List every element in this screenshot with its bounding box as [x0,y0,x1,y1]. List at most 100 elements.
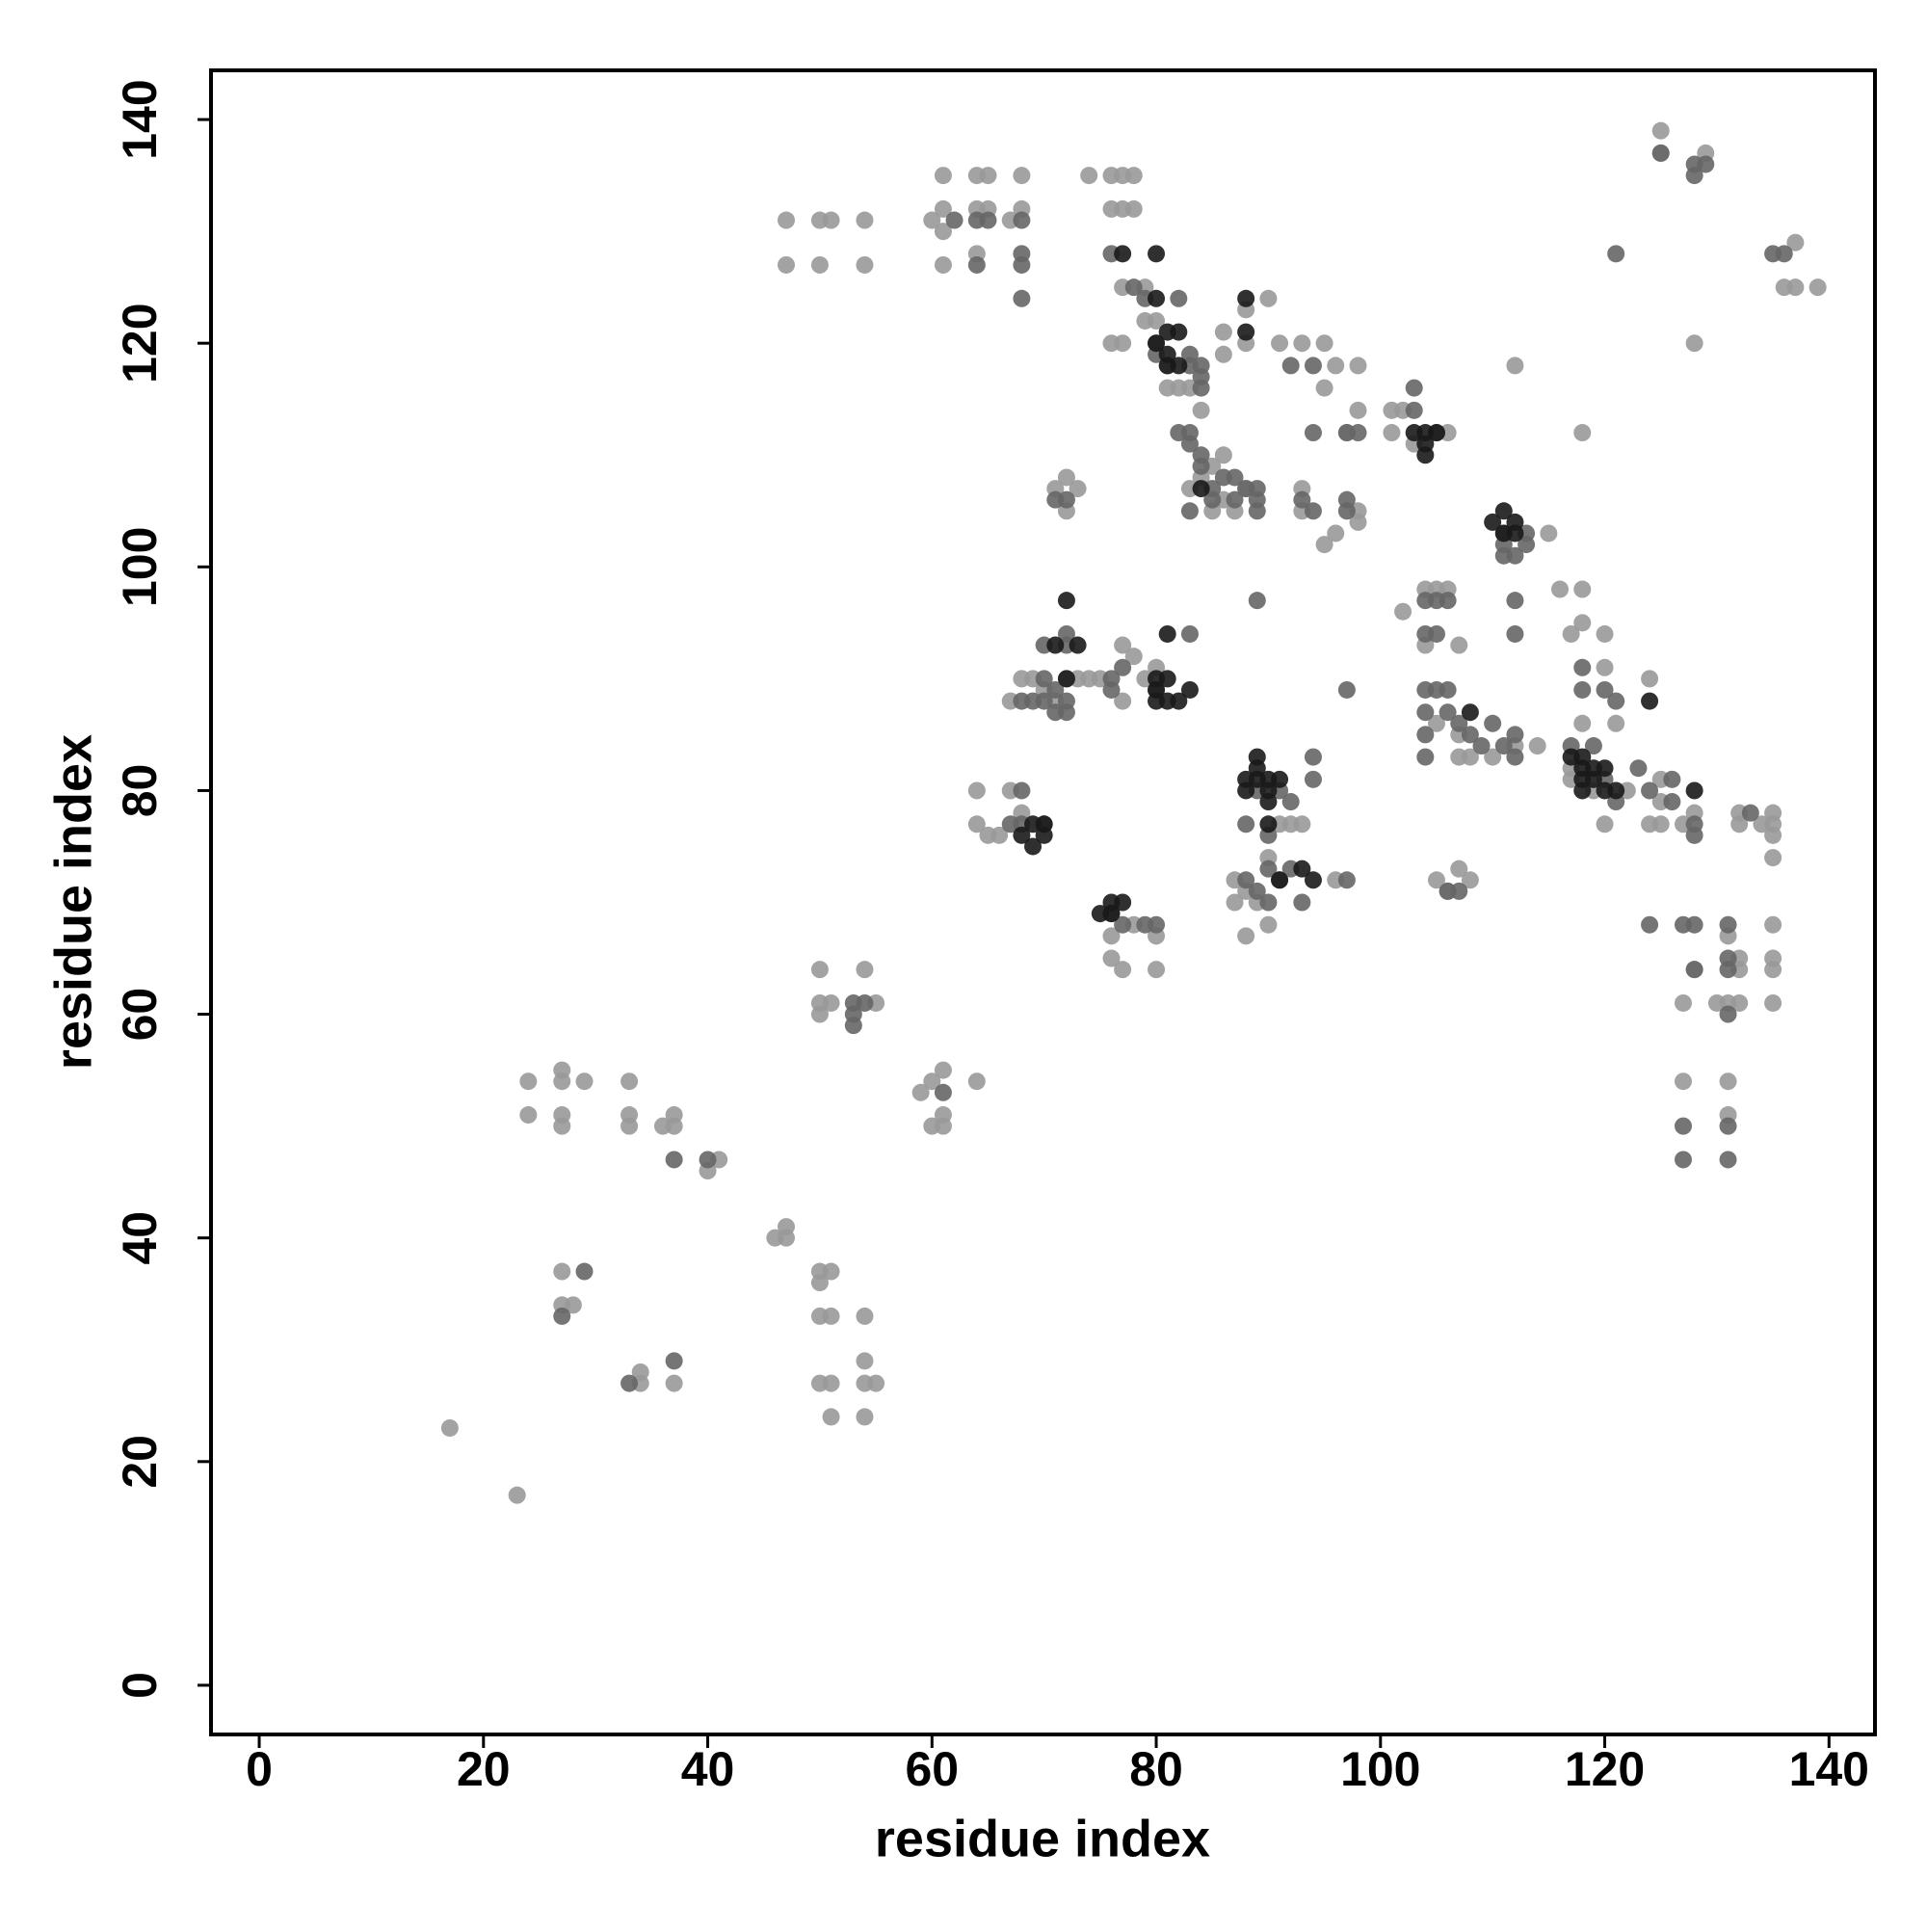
point [1518,536,1536,554]
point [1494,546,1513,565]
point [1102,927,1121,945]
point [1685,915,1703,934]
point [867,1374,885,1392]
point [1013,289,1031,307]
point [1024,837,1043,856]
x-tick-label: 120 [1565,1742,1645,1796]
point [1069,480,1087,498]
point [1786,233,1805,251]
point [1629,759,1648,778]
point [1573,614,1592,632]
point [1484,748,1502,766]
point [1148,245,1166,263]
point [1057,592,1075,610]
point [934,199,952,218]
point [778,1229,796,1247]
point [945,211,964,229]
point [1719,1117,1737,1135]
point [856,1307,874,1325]
point [1148,961,1166,979]
point [1001,815,1019,834]
point [810,961,829,979]
point [564,1296,582,1314]
point [1494,737,1513,755]
point [1685,781,1703,800]
point [1416,748,1435,766]
point [1337,871,1356,889]
point [1506,748,1524,766]
point [856,961,874,979]
y-tick-label: 100 [113,527,167,607]
point [1192,457,1210,475]
point [553,1262,571,1281]
point [1124,199,1143,218]
point [856,1352,874,1370]
point [1281,357,1300,375]
point [1697,155,1715,173]
point [844,1017,862,1035]
point [1148,311,1166,330]
point [1786,278,1805,297]
point [1641,670,1659,688]
point [1013,255,1031,274]
point [1124,648,1143,666]
point [1192,480,1210,498]
y-tick-label: 0 [113,1672,167,1699]
point [1584,737,1602,755]
point [1271,770,1289,788]
point [1719,1151,1737,1169]
point [1427,871,1445,889]
point [1046,680,1065,699]
point [1730,815,1749,834]
point [553,1117,571,1135]
point [1214,323,1232,341]
point [1293,860,1311,878]
x-tick-label: 100 [1340,1742,1420,1796]
point [1439,703,1457,722]
point [1540,524,1558,543]
point [1416,703,1435,722]
point [1046,636,1065,654]
point [1237,781,1255,800]
point [1764,826,1782,844]
point [1573,658,1592,676]
point [1158,624,1176,643]
x-tick-label: 20 [457,1742,511,1796]
point [1573,680,1592,699]
point [1461,748,1479,766]
point [1719,1005,1737,1023]
point [665,1117,683,1135]
point [1337,502,1356,520]
point [1180,680,1199,699]
point [1315,334,1333,353]
point [1337,680,1356,699]
point [1293,334,1311,353]
x-tick-label: 40 [681,1742,735,1796]
point [1753,815,1771,834]
point [1775,245,1793,263]
point [1461,871,1479,889]
point [1808,278,1827,297]
point [778,211,796,229]
y-tick-label: 20 [113,1435,167,1489]
point [1439,592,1457,610]
point [1450,860,1468,878]
point [1685,334,1703,353]
point [553,1072,571,1091]
point [1349,424,1367,442]
point [1674,1072,1692,1091]
point [934,1117,952,1135]
point [1237,323,1255,341]
point [1091,905,1109,923]
point [923,1072,941,1091]
x-tick-label: 140 [1789,1742,1869,1796]
point [1271,871,1289,889]
point [1013,211,1031,229]
point [979,211,997,229]
point [1450,882,1468,900]
point [1596,624,1614,643]
point [1293,893,1311,912]
point [810,1274,829,1292]
point [1114,692,1132,710]
